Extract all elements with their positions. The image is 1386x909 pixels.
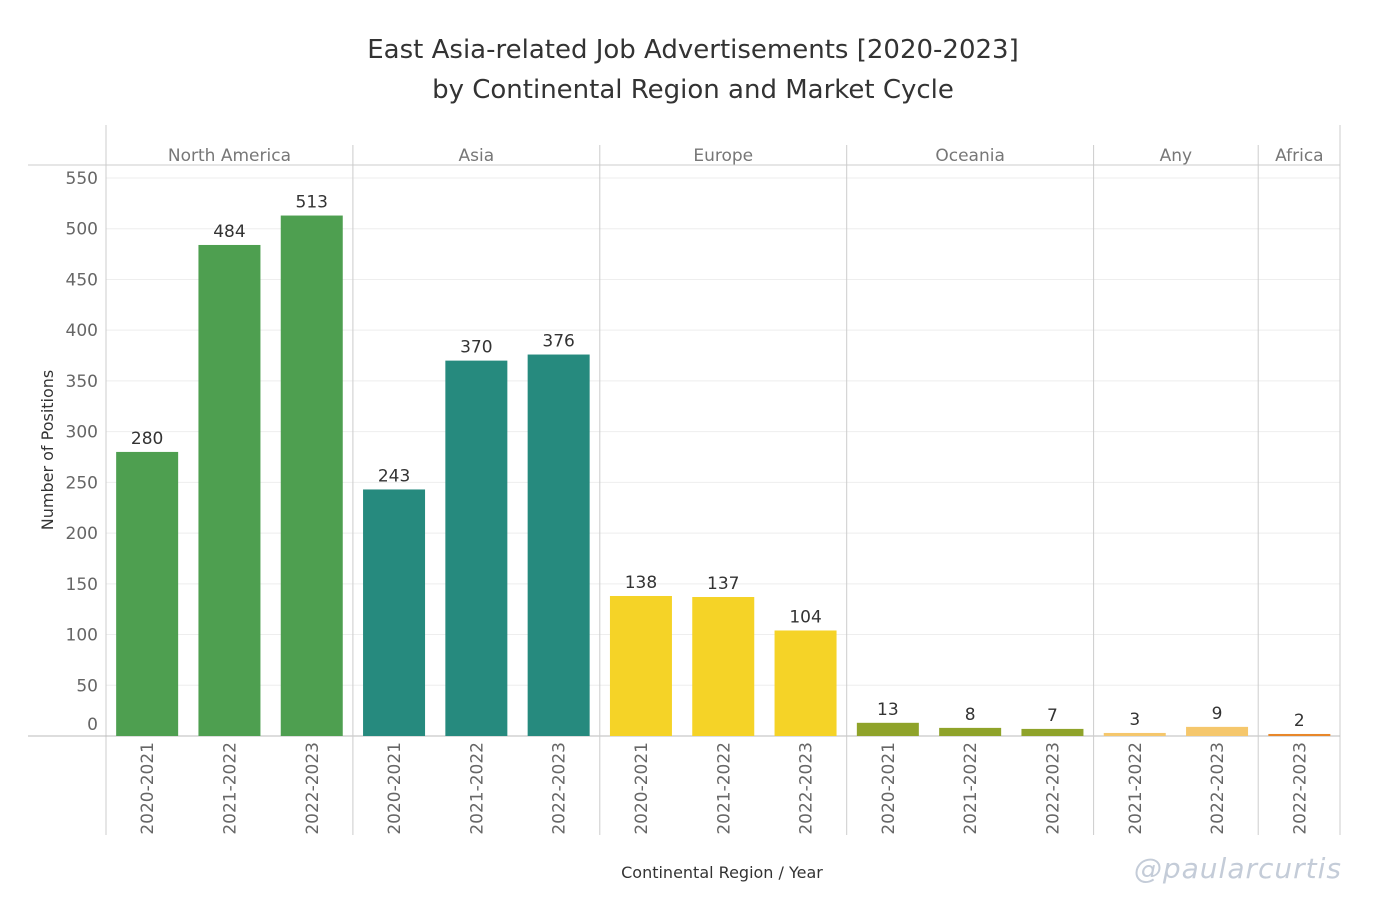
x-tick-label: 2021-2022 <box>714 742 734 835</box>
bar <box>116 451 179 736</box>
bar <box>939 727 1002 736</box>
bar-value-label: 104 <box>789 607 821 627</box>
bar <box>280 215 343 736</box>
group-header-label: Asia <box>459 146 495 166</box>
y-tick-label: 250 <box>66 473 98 493</box>
x-tick-label: 2020-2021 <box>138 742 158 835</box>
group-header-label: North America <box>168 146 291 166</box>
y-tick-label: 350 <box>66 372 98 392</box>
y-tick-label: 0 <box>87 715 98 735</box>
bars <box>116 215 1331 736</box>
y-axis-title: Number of Positions <box>38 370 57 531</box>
x-tick-label: 2022-2023 <box>1208 742 1228 835</box>
bar <box>1103 732 1166 736</box>
labels: 550500450400350300250200150100500Number … <box>38 146 1324 882</box>
chart-title-line2: by Continental Region and Market Cycle <box>432 75 954 105</box>
x-tick-label: 2020-2021 <box>385 742 405 835</box>
bar-value-label: 484 <box>213 222 245 242</box>
group-header-label: Africa <box>1275 146 1324 166</box>
bar <box>527 354 590 736</box>
bar-value-label: 376 <box>542 332 574 352</box>
x-tick-label: 2021-2022 <box>220 742 240 835</box>
bar-value-label: 370 <box>460 338 492 358</box>
x-tick-label: 2021-2022 <box>467 742 487 835</box>
x-tick-label: 2020-2021 <box>632 742 652 835</box>
group-header-label: Oceania <box>935 146 1005 166</box>
bar <box>692 597 755 736</box>
bar-value-label: 3 <box>1129 710 1140 730</box>
x-tick-label: 2021-2022 <box>961 742 981 835</box>
chart-title: East Asia-related Job Advertisements [20… <box>0 30 1386 110</box>
bar <box>1021 728 1084 736</box>
bar-value-label: 13 <box>877 700 899 720</box>
y-tick-label: 400 <box>66 321 98 341</box>
bar <box>856 722 919 736</box>
bar-value-label: 9 <box>1212 704 1223 724</box>
bar-value-label: 513 <box>296 193 328 213</box>
x-axis-title: Continental Region / Year <box>621 863 823 882</box>
bar <box>609 595 672 736</box>
y-tick-label: 300 <box>66 423 98 443</box>
bar-value-label: 137 <box>707 574 739 594</box>
bar-value-label: 2 <box>1294 711 1305 731</box>
x-tick-label: 2022-2023 <box>1290 742 1310 835</box>
bar-value-label: 7 <box>1047 706 1058 726</box>
bar-value-label: 8 <box>965 705 976 725</box>
y-tick-label: 450 <box>66 270 98 290</box>
y-tick-label: 200 <box>66 524 98 544</box>
bar-value-label: 243 <box>378 466 410 486</box>
y-tick-label: 550 <box>66 169 98 189</box>
bar <box>363 489 426 736</box>
x-tick-label: 2022-2023 <box>1043 742 1063 835</box>
y-tick-label: 100 <box>66 626 98 646</box>
x-tick-label: 2022-2023 <box>797 742 817 835</box>
bar <box>198 244 261 736</box>
bar-value-label: 280 <box>131 429 163 449</box>
y-tick-label: 500 <box>66 220 98 240</box>
group-header-label: Any <box>1160 146 1192 166</box>
x-tick-label: 2021-2022 <box>1126 742 1146 835</box>
bar-value-label: 138 <box>625 573 657 593</box>
x-tick-label: 2020-2021 <box>879 742 899 835</box>
y-tick-label: 50 <box>76 676 98 696</box>
chart-title-line1: East Asia-related Job Advertisements [20… <box>367 35 1019 65</box>
watermark-text: @paularcurtis <box>1133 852 1342 885</box>
y-tick-label: 150 <box>66 575 98 595</box>
x-tick-label: 2022-2023 <box>303 742 323 835</box>
x-tick-label: 2022-2023 <box>550 742 570 835</box>
bar <box>1268 733 1331 736</box>
bar <box>445 360 508 736</box>
bar <box>1186 726 1249 736</box>
bar <box>774 630 837 736</box>
group-header-label: Europe <box>693 146 753 166</box>
